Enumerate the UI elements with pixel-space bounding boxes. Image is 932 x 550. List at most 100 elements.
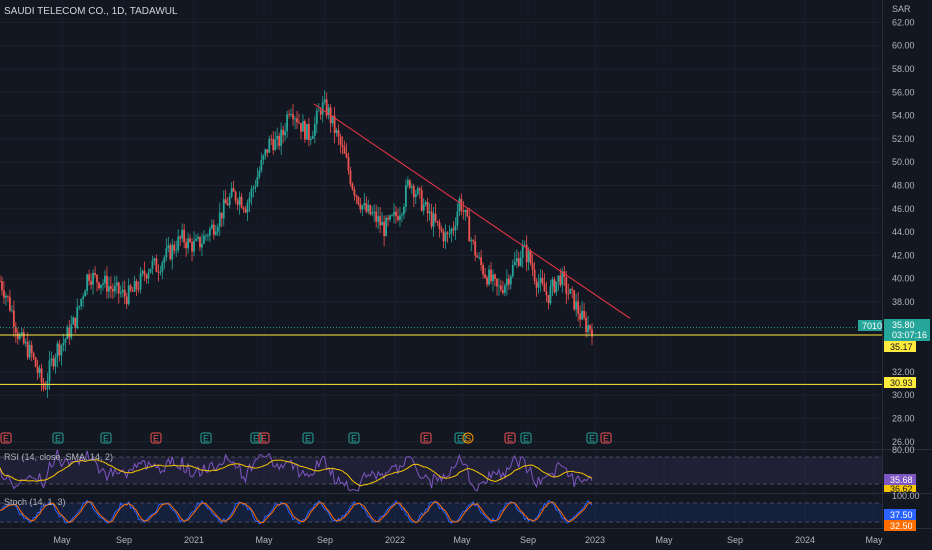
candle-body	[102, 283, 104, 285]
candle-body	[240, 196, 243, 208]
candle-body	[375, 211, 378, 222]
candle-body	[284, 131, 287, 136]
candle-body	[373, 211, 376, 213]
candle-body	[302, 121, 304, 132]
candle-body	[521, 245, 524, 258]
candle-body	[432, 213, 435, 227]
candle-body	[573, 290, 576, 310]
candle-body	[452, 228, 455, 231]
stoch-label[interactable]: Stoch (14, 1, 3)	[4, 497, 66, 507]
event-marker[interactable]: E	[100, 432, 112, 444]
candle-body	[460, 198, 463, 211]
time-tick-label: 2024	[795, 535, 815, 545]
price-tick-label: 54.00	[892, 111, 915, 121]
candle-body	[7, 295, 9, 297]
event-marker-text: E	[423, 434, 429, 444]
event-marker[interactable]: E	[504, 432, 516, 444]
event-marker[interactable]: E	[348, 432, 360, 444]
event-marker[interactable]: E	[258, 432, 270, 444]
candle-body	[294, 118, 296, 120]
candle-body	[173, 244, 176, 251]
candle-body	[290, 114, 292, 115]
trendline[interactable]	[313, 103, 631, 319]
candle-body	[395, 211, 397, 217]
event-marker[interactable]: E	[52, 432, 64, 444]
candle-body	[476, 255, 479, 258]
candle-body	[18, 335, 21, 339]
candle-body	[70, 324, 73, 338]
candle-body	[559, 275, 562, 286]
candle-body	[135, 281, 138, 290]
price-tick-label: 52.00	[892, 134, 915, 144]
time-axis[interactable]: May Sep 2021 May Sep 2022 May Sep 2023 May Sep 2024…	[53, 535, 883, 545]
candle-body	[505, 278, 508, 286]
candle-body	[236, 200, 239, 205]
event-marker[interactable]: E	[586, 432, 598, 444]
candle-body	[256, 176, 259, 187]
candle-body	[181, 229, 184, 239]
candle-body	[248, 197, 251, 203]
event-marker[interactable]: E	[150, 432, 162, 444]
candle-body	[450, 228, 453, 234]
candle-body	[282, 129, 285, 136]
candle-body	[76, 307, 79, 328]
candle-body	[321, 102, 324, 115]
candle-body	[115, 282, 118, 286]
stoch-value-tag: 37.50 32.50	[884, 509, 916, 531]
event-marker[interactable]: E	[420, 432, 432, 444]
candle-body	[377, 216, 380, 222]
candle-body	[391, 215, 393, 216]
candle-body	[436, 221, 439, 223]
rsi-value-text: 35.68	[890, 475, 913, 485]
candle-body	[131, 290, 134, 292]
event-marker[interactable]: E	[454, 432, 466, 444]
candle-body	[589, 325, 591, 330]
candle-body	[456, 211, 459, 226]
candle-body	[230, 188, 233, 197]
rsi-axis-top: 80.00	[892, 445, 915, 455]
level-upper-text: 35.17	[890, 342, 913, 352]
candle-body	[123, 289, 126, 297]
event-marker[interactable]: E	[0, 432, 12, 444]
candle-body	[210, 224, 213, 229]
event-marker[interactable]: E	[520, 432, 532, 444]
candle-body	[175, 250, 178, 252]
candle-body	[488, 269, 490, 285]
candle-body	[569, 288, 572, 294]
candle-body	[359, 204, 362, 210]
candle-body	[531, 263, 534, 270]
candle-body	[92, 272, 94, 285]
candle-body	[555, 281, 558, 293]
symbol-tag-text: 7010	[862, 321, 882, 331]
candle-body	[254, 186, 257, 188]
candle-body	[304, 121, 306, 140]
candle-body	[468, 216, 471, 242]
candle-body	[199, 236, 201, 248]
price-tick-label: 30.00	[892, 390, 915, 400]
time-tick-label: May	[655, 535, 673, 545]
rsi-label[interactable]: RSI (14, close, SMA, 14, 2)	[4, 452, 113, 462]
candle-body	[480, 257, 483, 266]
event-marker-text: E	[103, 434, 109, 444]
event-marker[interactable]: S	[462, 432, 474, 444]
price-axis[interactable]: 62.00 60.00 58.00 56.00 54.00 52.00 50.00 48.00…	[892, 17, 915, 446]
candle-body	[292, 114, 294, 120]
candle-body	[145, 275, 148, 279]
candle-body	[367, 205, 370, 212]
candle-body	[226, 203, 229, 206]
event-marker[interactable]: E	[250, 432, 262, 444]
candle-body	[406, 180, 409, 186]
candle-body	[565, 277, 568, 294]
candle-body	[113, 285, 116, 292]
candle-body	[403, 206, 405, 215]
candle-body	[581, 310, 584, 320]
candle-body	[88, 274, 90, 282]
event-marker[interactable]: E	[600, 432, 612, 444]
candle-body	[412, 186, 415, 198]
candle-body	[298, 122, 300, 124]
event-marker[interactable]: E	[200, 432, 212, 444]
candle-body	[5, 295, 7, 298]
event-marker[interactable]: E	[302, 432, 314, 444]
